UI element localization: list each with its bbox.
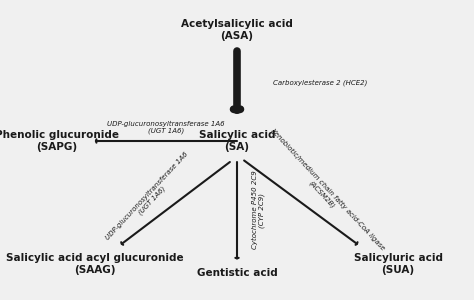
Text: Cytochrome P450 2C9
(CYP 2C9): Cytochrome P450 2C9 (CYP 2C9) xyxy=(252,171,265,249)
Text: Acetylsalicylic acid
(ASA): Acetylsalicylic acid (ASA) xyxy=(181,19,293,41)
Text: Salicylic acid acyl glucuronide
(SAAG): Salicylic acid acyl glucuronide (SAAG) xyxy=(6,253,183,275)
Text: Xenobiotic/medium chain fatty acid-CoA ligase
(ACSM2B): Xenobiotic/medium chain fatty acid-CoA l… xyxy=(264,127,386,257)
Text: UDP-glucuronosyltransferase 1A6
(UGT 1A6): UDP-glucuronosyltransferase 1A6 (UGT 1A6… xyxy=(107,121,225,134)
Text: UDP-glucuronosyltransferase 1A6
(UGT 1A6): UDP-glucuronosyltransferase 1A6 (UGT 1A6… xyxy=(104,150,194,246)
Text: Salicyluric acid
(SUA): Salicyluric acid (SUA) xyxy=(354,253,443,275)
Text: Phenolic glucuronide
(SAPG): Phenolic glucuronide (SAPG) xyxy=(0,130,119,152)
Text: Gentistic acid: Gentistic acid xyxy=(197,268,277,278)
Text: Salicylic acid
(SA): Salicylic acid (SA) xyxy=(199,130,275,152)
Text: Carboxylesterase 2 (HCE2): Carboxylesterase 2 (HCE2) xyxy=(273,79,367,86)
